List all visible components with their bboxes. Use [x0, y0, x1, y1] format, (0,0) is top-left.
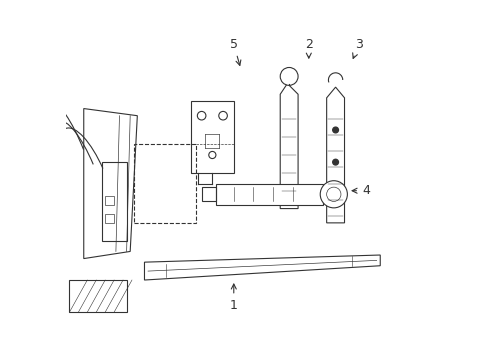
- Polygon shape: [216, 184, 323, 205]
- Text: 4: 4: [351, 184, 369, 197]
- Bar: [105, 214, 114, 223]
- Text: 2: 2: [304, 38, 312, 58]
- Circle shape: [326, 187, 340, 202]
- Polygon shape: [280, 84, 298, 208]
- Circle shape: [320, 181, 346, 208]
- Bar: [134, 144, 196, 223]
- Text: 3: 3: [352, 38, 362, 58]
- Circle shape: [332, 159, 338, 165]
- Bar: [69, 280, 126, 312]
- Circle shape: [280, 67, 298, 85]
- Polygon shape: [326, 87, 344, 223]
- Text: 1: 1: [229, 284, 237, 311]
- Circle shape: [332, 192, 338, 197]
- Polygon shape: [83, 109, 137, 258]
- Bar: [201, 187, 216, 202]
- Polygon shape: [144, 255, 380, 280]
- Bar: [105, 196, 114, 205]
- Circle shape: [332, 127, 338, 133]
- Bar: [190, 102, 233, 173]
- Text: 5: 5: [229, 38, 241, 66]
- Bar: [102, 162, 126, 241]
